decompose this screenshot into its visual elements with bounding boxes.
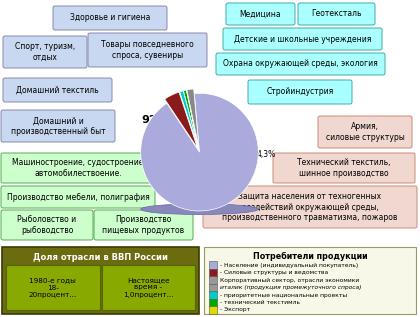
FancyBboxPatch shape: [208, 291, 216, 299]
Wedge shape: [165, 92, 197, 148]
Wedge shape: [186, 90, 199, 147]
Text: Защита населения от техногенных
воздействий окружающей среды,
производственного : Защита населения от техногенных воздейст…: [222, 192, 398, 222]
Text: 92%: 92%: [142, 115, 168, 125]
FancyBboxPatch shape: [1, 210, 93, 240]
FancyBboxPatch shape: [298, 3, 375, 25]
FancyBboxPatch shape: [208, 268, 216, 276]
FancyBboxPatch shape: [273, 153, 415, 183]
FancyBboxPatch shape: [248, 80, 352, 104]
FancyBboxPatch shape: [226, 3, 295, 25]
Text: Корпоративный сектор, отрасли экономики: Корпоративный сектор, отрасли экономики: [220, 277, 359, 282]
FancyBboxPatch shape: [208, 306, 216, 314]
Text: италик (продукция промежуточного спроса): италик (продукция промежуточного спроса): [220, 285, 362, 290]
Text: 4,3%: 4,3%: [256, 151, 276, 159]
FancyBboxPatch shape: [208, 276, 216, 284]
Text: Технический текстиль,
шинное производство: Технический текстиль, шинное производств…: [297, 158, 391, 178]
Text: 0,0%: 0,0%: [213, 165, 231, 174]
Text: Доля отрасли в ВВП России: Доля отрасли в ВВП России: [33, 254, 168, 262]
Text: Машиностроение, судостроение
автомобилествоение.: Машиностроение, судостроение автомобилес…: [12, 158, 144, 178]
Text: 1980-е годы
18-
20процент...: 1980-е годы 18- 20процент...: [29, 277, 77, 297]
FancyBboxPatch shape: [223, 28, 382, 50]
Text: Производство
пищевых продуктов: Производство пищевых продуктов: [102, 215, 184, 235]
Text: Производство мебели, полиграфия: Производство мебели, полиграфия: [7, 192, 150, 202]
Ellipse shape: [141, 204, 258, 215]
FancyBboxPatch shape: [1, 153, 155, 183]
Text: Геотексталь: Геотексталь: [311, 10, 362, 18]
FancyBboxPatch shape: [204, 247, 416, 314]
Text: - Силовые структуры и ведомства: - Силовые структуры и ведомства: [220, 270, 328, 275]
Wedge shape: [141, 94, 258, 211]
FancyBboxPatch shape: [208, 283, 216, 292]
FancyBboxPatch shape: [3, 78, 112, 102]
FancyBboxPatch shape: [1, 110, 115, 142]
Text: Стройиндустрия: Стройиндустрия: [266, 87, 333, 96]
FancyBboxPatch shape: [208, 261, 216, 269]
FancyBboxPatch shape: [88, 33, 207, 67]
Text: Здоровье и гигиена: Здоровье и гигиена: [70, 14, 150, 23]
Text: 1%: 1%: [154, 158, 166, 166]
Text: Домашний и
производственный быт: Домашний и производственный быт: [10, 116, 105, 136]
Wedge shape: [180, 91, 198, 148]
FancyBboxPatch shape: [2, 247, 199, 314]
Text: - технический текстимль: - технический текстимль: [220, 300, 300, 305]
FancyBboxPatch shape: [216, 53, 385, 75]
FancyBboxPatch shape: [318, 116, 412, 148]
FancyBboxPatch shape: [3, 36, 87, 68]
FancyBboxPatch shape: [208, 299, 216, 307]
FancyBboxPatch shape: [1, 186, 155, 208]
Text: Настоящее
время -
1,0процент...: Настоящее время - 1,0процент...: [123, 277, 173, 297]
Text: - Население (индивидуальный покупатель): - Население (индивидуальный покупатель): [220, 262, 358, 268]
Text: 1,0%: 1,0%: [165, 165, 184, 174]
FancyBboxPatch shape: [203, 186, 417, 228]
Text: Потребители продукции: Потребители продукции: [253, 251, 368, 261]
Wedge shape: [187, 89, 199, 147]
FancyBboxPatch shape: [94, 210, 193, 240]
Text: Армия,
силовые структуры: Армия, силовые структуры: [326, 122, 404, 142]
Text: Товары повседневного
спроса, сувениры: Товары повседневного спроса, сувениры: [101, 40, 194, 60]
Text: Домашний текстиль: Домашний текстиль: [16, 86, 99, 94]
Text: - Экспорт: - Экспорт: [220, 307, 250, 313]
Text: Спорт, туризм,
отдых: Спорт, туризм, отдых: [15, 42, 75, 62]
FancyBboxPatch shape: [6, 265, 100, 310]
Text: Детские и школьные учреждения: Детские и школьные учреждения: [234, 35, 371, 43]
FancyBboxPatch shape: [102, 265, 195, 310]
Text: Охрана окружающей среды, экология: Охрана окружающей среды, экология: [223, 60, 378, 68]
FancyBboxPatch shape: [53, 6, 167, 30]
Text: - приоритетные национальные проекты: - приоритетные национальные проекты: [220, 293, 347, 297]
Wedge shape: [184, 90, 198, 148]
Text: Рыболовство и
рыбоводство: Рыболовство и рыбоводство: [18, 215, 76, 235]
Text: Медицина: Медицина: [240, 10, 281, 18]
